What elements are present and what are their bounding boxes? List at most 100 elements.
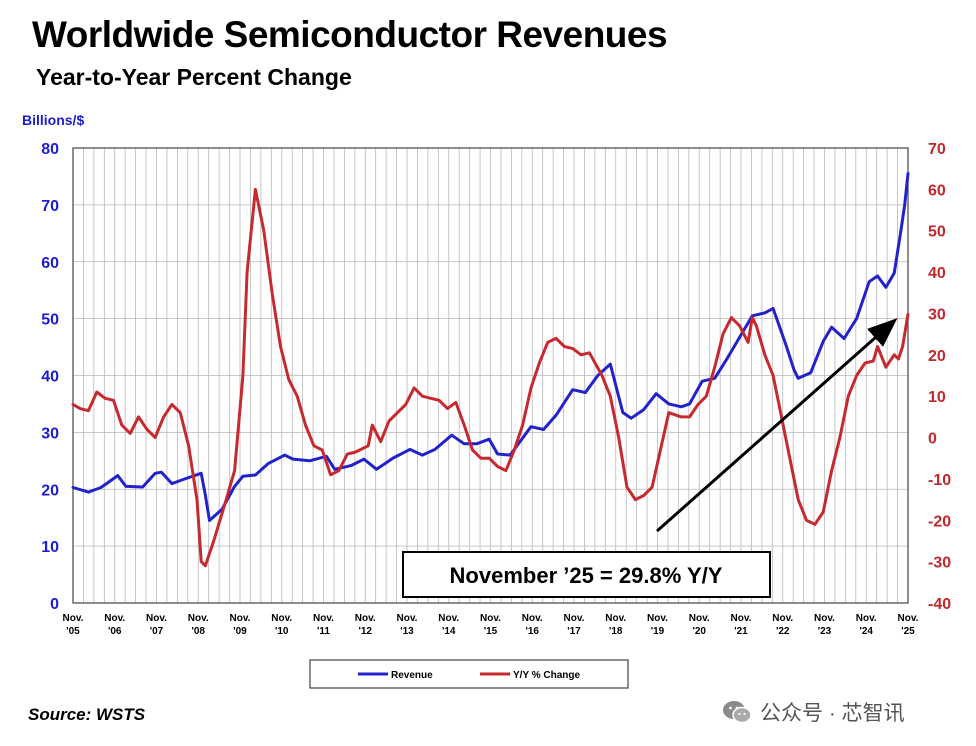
x-tick-year: '24 [859, 626, 873, 637]
right-tick-label: 50 [928, 224, 946, 241]
callout-box: November ’25 = 29.8% Y/Y [402, 551, 771, 598]
yoy-change-line [71, 187, 910, 568]
left-tick-label: 60 [41, 255, 59, 272]
x-tick-month: Nov. [856, 613, 877, 624]
x-tick-month: Nov. [230, 613, 251, 624]
right-tick-label: -20 [928, 513, 951, 530]
left-axis-ticks: 0 10 20 30 40 50 60 70 80 [41, 141, 59, 613]
x-tick-label: Nov. '13 [397, 613, 418, 637]
x-tick-year: '10 [275, 626, 289, 637]
right-tick-label: -30 [928, 555, 951, 572]
x-tick-month: Nov. [731, 613, 752, 624]
x-tick-month: Nov. [313, 613, 334, 624]
callout-text: November ’25 = 29.8% Y/Y [450, 563, 723, 588]
right-tick-label: 40 [928, 265, 946, 282]
left-tick-label: 70 [41, 198, 59, 215]
x-tick-month: Nov. [814, 613, 835, 624]
x-tick-label: Nov. '19 [647, 613, 668, 637]
x-tick-label: Nov. '23 [814, 613, 835, 637]
left-tick-label: 20 [41, 482, 59, 499]
x-tick-label: Nov. '22 [772, 613, 793, 637]
x-tick-label: Nov. '10 [271, 613, 292, 637]
x-tick-label: Nov. '12 [355, 613, 376, 637]
x-tick-label: Nov. '21 [731, 613, 752, 637]
right-tick-label: 60 [928, 182, 946, 199]
x-tick-label: Nov. '11 [313, 613, 334, 637]
x-tick-label: Nov. '14 [438, 613, 459, 637]
x-tick-year: '11 [317, 626, 330, 637]
x-tick-month: Nov. [647, 613, 668, 624]
x-tick-month: Nov. [605, 613, 626, 624]
x-tick-year: '07 [150, 626, 164, 637]
x-tick-year: '23 [818, 626, 832, 637]
x-tick-label: Nov. '18 [605, 613, 626, 637]
left-tick-label: 50 [41, 312, 59, 329]
left-tick-label: 0 [50, 596, 59, 613]
x-tick-label: Nov. '08 [188, 613, 209, 637]
x-tick-year: '17 [567, 626, 581, 637]
x-tick-year: '12 [358, 626, 372, 637]
x-axis-ticks: Nov. '05 Nov. '06 Nov. '07 Nov. '08 Nov. '09 Nov. '… [63, 613, 919, 637]
series-layer [71, 172, 910, 568]
x-tick-month: Nov. [564, 613, 585, 624]
x-tick-year: '20 [692, 626, 706, 637]
left-tick-label: 30 [41, 425, 59, 442]
x-tick-month: Nov. [104, 613, 125, 624]
x-tick-label: Nov. '16 [522, 613, 543, 637]
x-tick-year: '25 [901, 626, 915, 637]
x-tick-year: '06 [108, 626, 122, 637]
x-tick-month: Nov. [480, 613, 501, 624]
trend-arrow [656, 318, 898, 533]
x-tick-label: Nov. '09 [230, 613, 251, 637]
right-tick-label: 0 [928, 431, 937, 448]
x-tick-label: Nov. '17 [564, 613, 585, 637]
gridlines [72, 147, 909, 604]
x-tick-year: '14 [442, 626, 456, 637]
legend-label-yoy: Y/Y % Change [513, 670, 580, 681]
x-tick-month: Nov. [898, 613, 919, 624]
x-tick-month: Nov. [63, 613, 84, 624]
x-tick-label: Nov. '24 [856, 613, 877, 637]
left-tick-label: 10 [41, 539, 59, 556]
x-tick-label: Nov. '05 [63, 613, 84, 637]
legend-label-revenue: Revenue [391, 670, 433, 681]
right-tick-label: 70 [928, 141, 946, 158]
right-tick-label: 20 [928, 348, 946, 365]
x-tick-label: Nov. '07 [146, 613, 167, 637]
x-tick-month: Nov. [397, 613, 418, 624]
chart-subtitle: Year-to-Year Percent Change [36, 64, 352, 90]
left-tick-label: 80 [41, 141, 59, 158]
x-tick-month: Nov. [146, 613, 167, 624]
x-tick-month: Nov. [188, 613, 209, 624]
right-axis-ticks: -40 -30 -20 -10 0 10 20 30 40 50 60 70 [928, 141, 951, 613]
x-tick-year: '08 [191, 626, 205, 637]
right-tick-label: -10 [928, 472, 951, 489]
x-tick-year: '13 [400, 626, 414, 637]
wechat-icon [723, 701, 752, 724]
x-tick-label: Nov. '25 [898, 613, 919, 637]
left-tick-label: 40 [41, 369, 59, 386]
x-tick-year: '16 [525, 626, 539, 637]
x-tick-year: '18 [609, 626, 623, 637]
right-tick-label: -40 [928, 596, 951, 613]
x-tick-year: '09 [233, 626, 247, 637]
source-note: Source: WSTS [28, 705, 146, 724]
x-tick-year: '21 [734, 626, 748, 637]
left-axis-unit-label: Billions/$ [22, 112, 84, 128]
x-tick-label: Nov. '06 [104, 613, 125, 637]
right-tick-label: 30 [928, 306, 946, 323]
x-tick-month: Nov. [271, 613, 292, 624]
watermark-text: 公众号 · 芯智讯 [760, 702, 905, 725]
x-tick-month: Nov. [689, 613, 710, 624]
x-tick-year: '05 [66, 626, 80, 637]
chart-title: Worldwide Semiconductor Revenues [32, 14, 668, 55]
x-tick-month: Nov. [438, 613, 459, 624]
x-tick-month: Nov. [772, 613, 793, 624]
x-tick-month: Nov. [355, 613, 376, 624]
plot-frame [72, 147, 909, 604]
x-tick-month: Nov. [522, 613, 543, 624]
revenue-line [71, 172, 910, 522]
x-tick-year: '15 [484, 626, 498, 637]
watermark: 公众号 · 芯智讯 [722, 697, 905, 727]
